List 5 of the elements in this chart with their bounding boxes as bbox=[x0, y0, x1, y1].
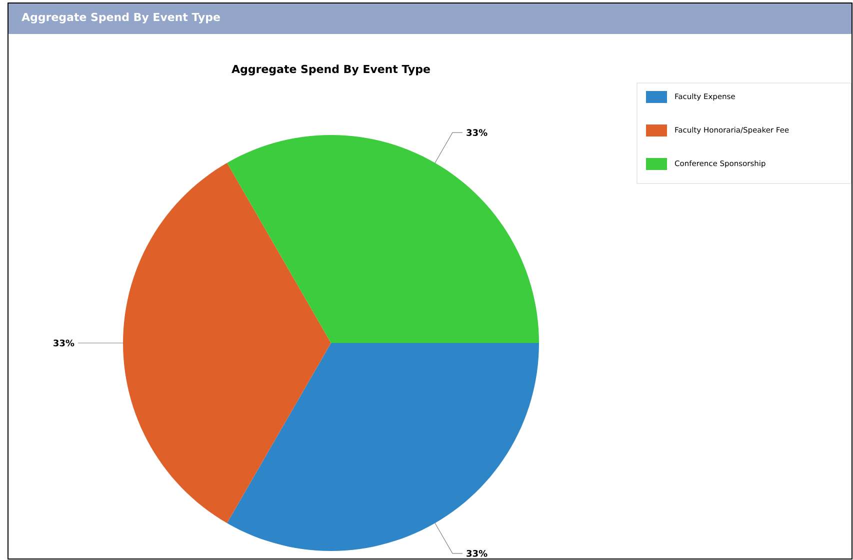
data-label: 33% bbox=[466, 129, 488, 136]
text: Aggregate Spend By Event Type bbox=[22, 12, 220, 24]
chart-title: Aggregate Spend By Event Type bbox=[232, 64, 430, 76]
data-label: 33% bbox=[466, 550, 488, 557]
data-label: 33% bbox=[54, 340, 74, 346]
